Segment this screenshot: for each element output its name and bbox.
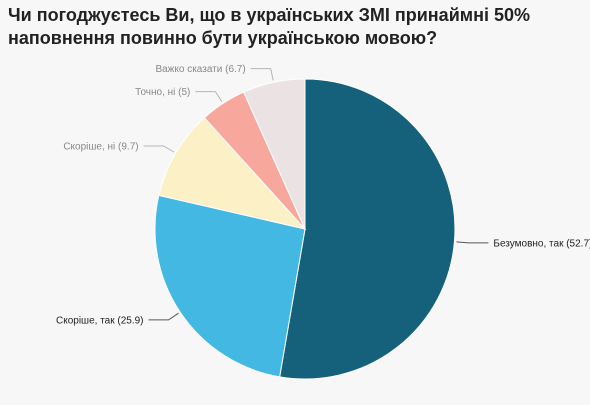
slice-label-4: Важко сказати (6.7) xyxy=(155,64,245,75)
chart-title: Чи погоджуєтесь Ви, що в українських ЗМІ… xyxy=(8,4,578,50)
slice-label-3: Точно, ні (5) xyxy=(135,87,190,98)
leader-line-4 xyxy=(250,68,274,81)
chart-title-line-2: наповнення повинно бути українською мово… xyxy=(8,28,438,48)
slice-label-2: Скоріше, ні (9.7) xyxy=(63,142,138,153)
leader-line-3 xyxy=(195,91,223,102)
pie-slice-2 xyxy=(158,117,307,230)
pie-slices xyxy=(154,78,456,380)
leader-line-0 xyxy=(456,241,489,244)
leader-line-2 xyxy=(143,145,175,153)
slice-label-0: Безумовно, так (52.7) xyxy=(493,238,590,249)
pie-slice-1 xyxy=(154,194,306,378)
leader-lines xyxy=(143,68,489,321)
pie-slice-0 xyxy=(279,78,456,380)
slice-label-1: Скоріше, так (25.9) xyxy=(56,315,144,326)
leader-line-1 xyxy=(148,312,179,321)
pie-slice-4 xyxy=(243,78,306,230)
slice-labels: Безумовно, так (52.7) Скоріше, так (25.9)… xyxy=(56,64,590,326)
chart-title-line-1: Чи погоджуєтесь Ви, що в українських ЗМІ… xyxy=(8,5,530,25)
